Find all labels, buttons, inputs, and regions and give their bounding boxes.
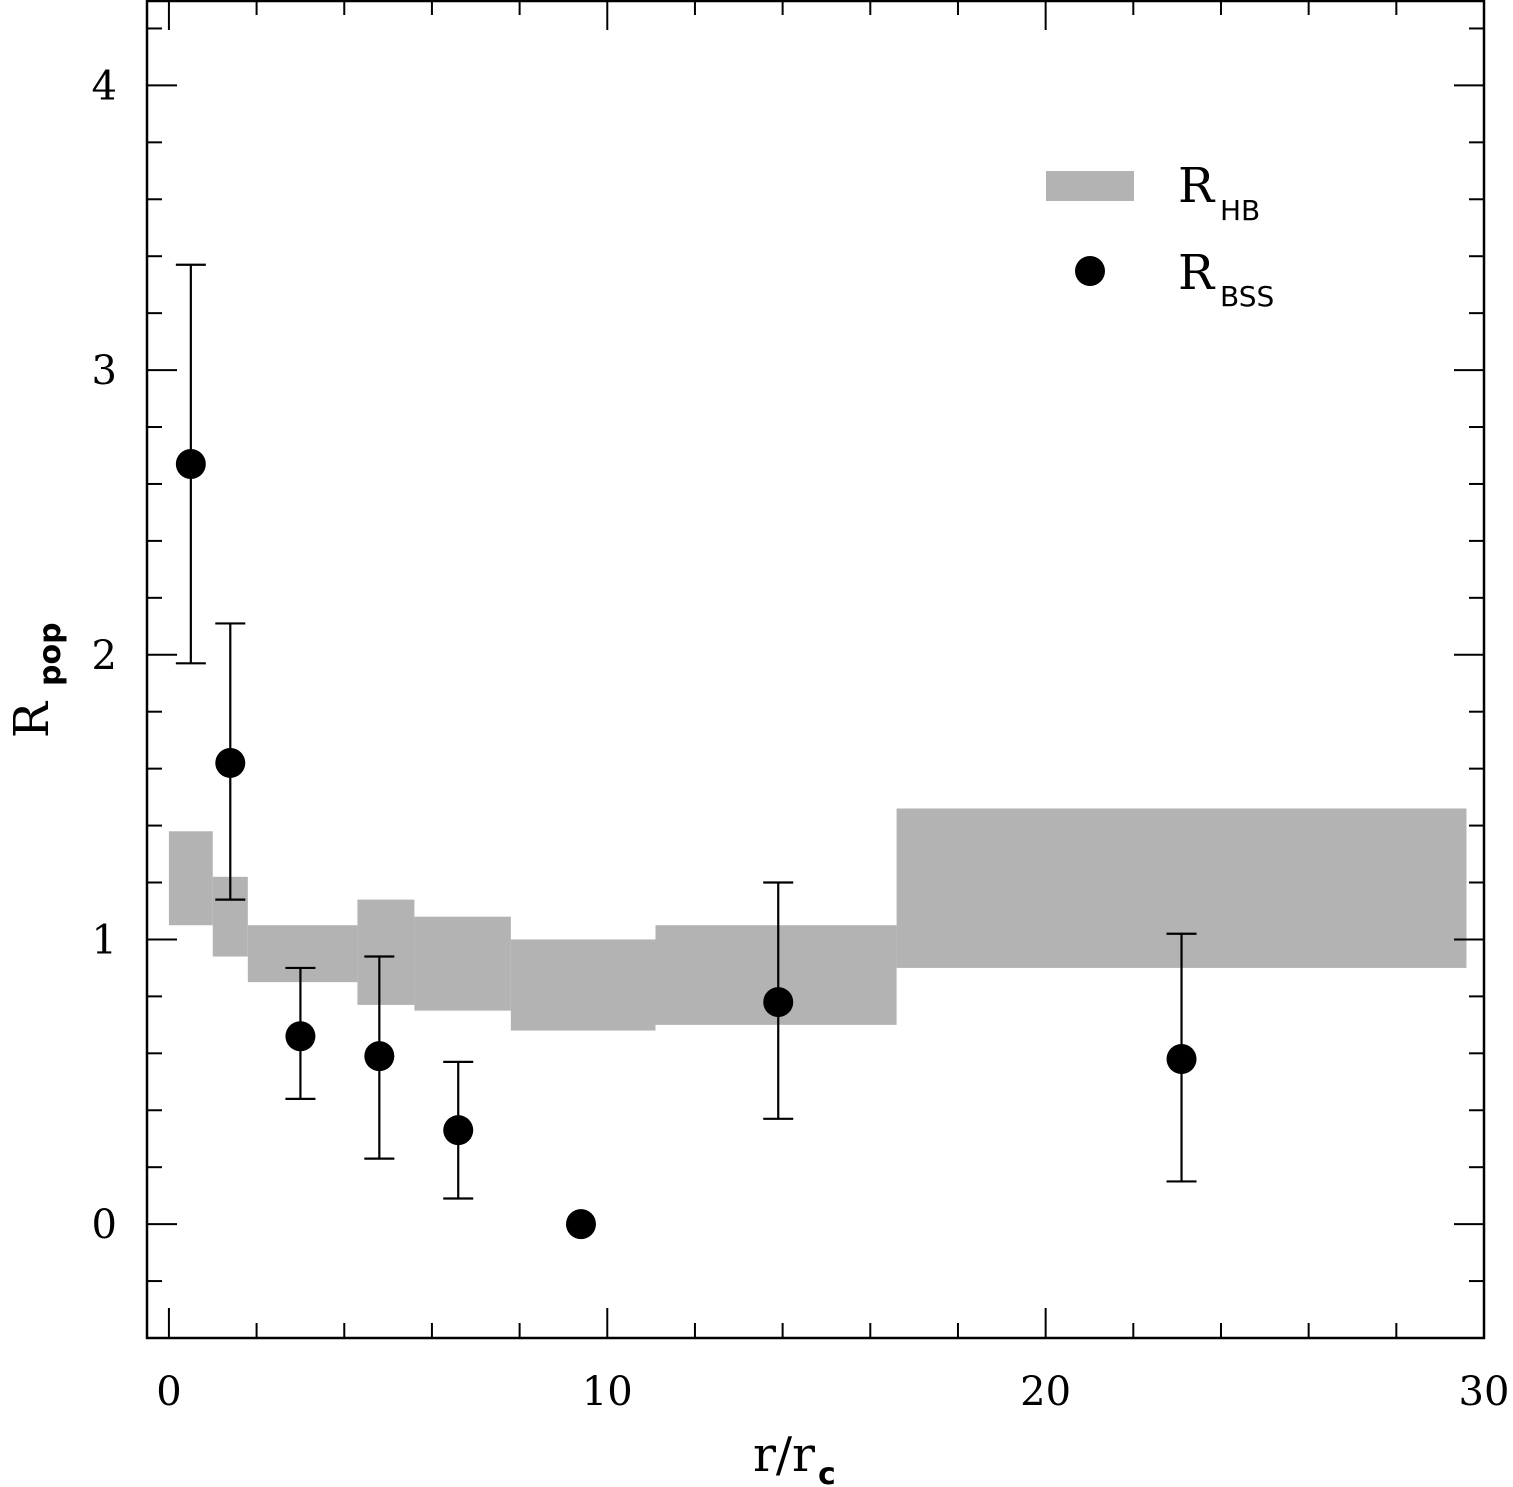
y-tick-label: 3 <box>92 348 117 394</box>
legend-bss-label: R <box>1178 245 1216 301</box>
y-axis-title-main: R <box>4 700 60 738</box>
hb-band-segment <box>414 916 511 1011</box>
hb-band-segment <box>168 831 213 926</box>
plot-frame <box>145 0 1486 1340</box>
legend-band-swatch <box>1046 171 1134 201</box>
x-tick-label: 10 <box>582 1369 633 1415</box>
legend-bss-subscript: BSS <box>1220 280 1274 313</box>
y-axis-title-subscript: pop <box>33 622 68 686</box>
bss-point <box>215 747 246 778</box>
tick-labels: 0 10 20 30 0 1 2 3 4 <box>92 63 1510 1415</box>
x-tick-label: 0 <box>156 1369 181 1415</box>
legend-hb-label: R <box>1178 158 1216 214</box>
bss-point <box>443 1115 474 1146</box>
bss-errorbar-layer <box>175 263 1197 1200</box>
y-axis-title: R pop <box>4 622 68 738</box>
x-tick-label: 30 <box>1459 1369 1510 1415</box>
x-tick-label: 20 <box>1020 1369 1071 1415</box>
y-tick-label: 1 <box>92 917 117 963</box>
x-axis-title-subscript: c <box>818 1457 836 1487</box>
legend: R HB R BSS <box>1046 158 1274 313</box>
legend-hb-subscript: HB <box>1220 194 1260 227</box>
bss-point <box>1166 1044 1197 1075</box>
bss-point <box>364 1041 395 1072</box>
hb-band-segment <box>510 939 656 1031</box>
hb-band-segment <box>247 925 358 983</box>
bss-point <box>565 1209 596 1240</box>
hb-band-segment <box>357 899 415 1005</box>
hb-band-layer <box>168 808 1467 1031</box>
y-tick-label: 2 <box>92 633 117 679</box>
bss-point <box>285 1021 316 1052</box>
legend-bss-marker <box>1075 256 1105 286</box>
axis-ticks <box>147 0 1485 1338</box>
x-axis-title: r/r <box>753 1427 815 1483</box>
y-tick-label: 4 <box>92 63 117 109</box>
y-tick-label: 0 <box>92 1202 117 1248</box>
bss-point-layer <box>175 449 1197 1240</box>
bss-point <box>175 449 206 480</box>
bss-point <box>763 987 794 1018</box>
